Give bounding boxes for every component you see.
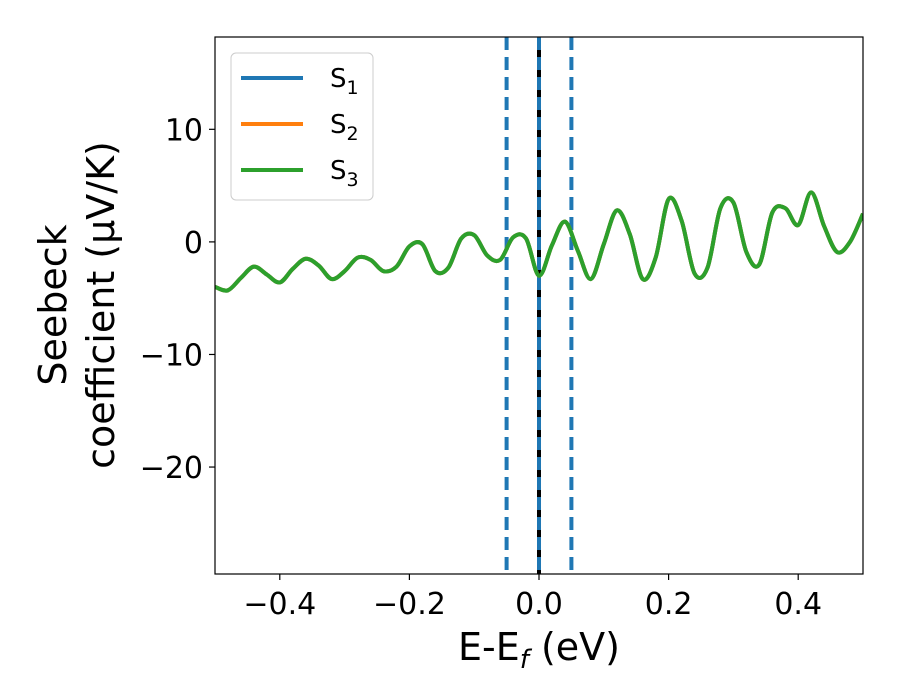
legend-label-name: S	[330, 110, 347, 140]
x-tick-label: 0.0	[515, 587, 563, 622]
y-axis: −20 −10 0 10	[140, 113, 215, 486]
y-axis-label-line1: Seebeck	[31, 224, 75, 385]
legend-label-subscript: 2	[347, 123, 359, 145]
y-tick-label: 10	[165, 113, 203, 148]
legend-label-s3: S3	[330, 156, 359, 191]
legend-label-name: S	[330, 156, 347, 186]
legend-label-s2: S2	[330, 110, 359, 145]
series-line-s3	[215, 190, 863, 293]
y-axis-label-line2: coefficient (μV/K)	[79, 141, 123, 469]
x-tick-label: −0.2	[373, 587, 446, 622]
y-tick-label: −10	[140, 338, 203, 373]
reference-lines	[504, 37, 574, 574]
legend-label-s1: S1	[330, 64, 359, 99]
y-axis-label: Seebeck coefficient (μV/K)	[31, 141, 123, 469]
legend-label-name: S	[330, 64, 347, 94]
x-tick-label: 0.2	[645, 587, 693, 622]
x-tick-label: −0.4	[243, 587, 316, 622]
series-lines	[215, 190, 863, 293]
y-tick-label: −20	[140, 451, 203, 486]
x-axis: −0.4 −0.2 0.0 0.2 0.4	[243, 574, 822, 622]
legend-label-subscript: 3	[347, 169, 359, 191]
legend-box	[230, 52, 374, 201]
y-tick-label: 0	[184, 226, 203, 261]
legend-label-subscript: 1	[347, 77, 359, 99]
x-axis-label-unit: (eV)	[529, 625, 620, 669]
x-axis-label: E-Ef (eV)	[458, 625, 620, 675]
x-tick-label: 0.4	[774, 587, 822, 622]
